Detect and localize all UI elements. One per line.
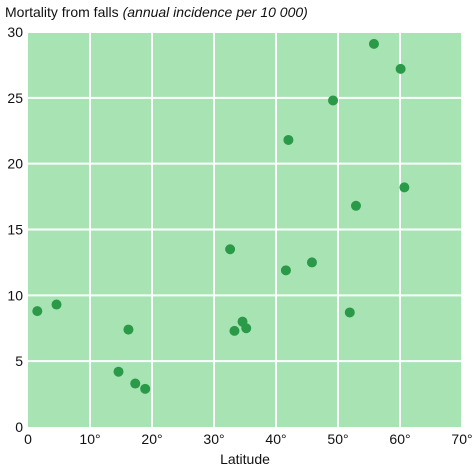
grid-lines <box>28 31 463 427</box>
data-point <box>283 134 294 145</box>
data-point <box>306 257 317 268</box>
data-point <box>350 200 361 211</box>
data-point <box>229 325 240 336</box>
x-axis-ticks: 0 10° 20° 30° 40° 50° 60° 70° <box>24 431 472 447</box>
data-point <box>241 323 252 334</box>
data-point <box>130 378 141 389</box>
data-point <box>395 63 406 74</box>
data-point <box>32 306 43 317</box>
data-point <box>280 265 291 276</box>
y-tick-label: 25 <box>7 90 23 106</box>
data-point <box>140 383 151 394</box>
data-point <box>368 38 379 49</box>
x-tick-label: 10° <box>79 431 100 447</box>
y-tick-label: 20 <box>7 156 23 172</box>
chart-title: Mortality from falls (annual incidence pe… <box>5 4 308 20</box>
y-tick-label: 15 <box>7 222 23 238</box>
x-tick-label: 50° <box>327 431 348 447</box>
y-tick-label: 0 <box>15 419 23 435</box>
data-point <box>328 95 339 106</box>
data-point <box>51 299 62 310</box>
data-point <box>225 244 236 255</box>
data-point <box>399 182 410 193</box>
y-axis-ticks: 0 5 10 15 20 25 30 <box>7 24 23 435</box>
y-tick-label: 5 <box>15 353 23 369</box>
data-point <box>344 307 355 318</box>
x-tick-label: 0 <box>24 431 32 447</box>
x-tick-label: 20° <box>141 431 162 447</box>
data-point <box>123 324 134 335</box>
x-tick-label: 40° <box>265 431 286 447</box>
x-axis-label: Latitude <box>220 451 270 467</box>
chart-title-subtitle: (annual incidence per 10 000) <box>123 4 308 20</box>
data-points <box>32 38 410 394</box>
chart-title-main: Mortality from falls <box>5 4 119 20</box>
x-tick-label: 70° <box>451 431 472 447</box>
x-tick-label: 30° <box>203 431 224 447</box>
x-tick-label: 60° <box>389 431 410 447</box>
data-point <box>113 366 124 377</box>
y-tick-label: 30 <box>7 24 23 40</box>
y-tick-label: 10 <box>7 287 23 303</box>
